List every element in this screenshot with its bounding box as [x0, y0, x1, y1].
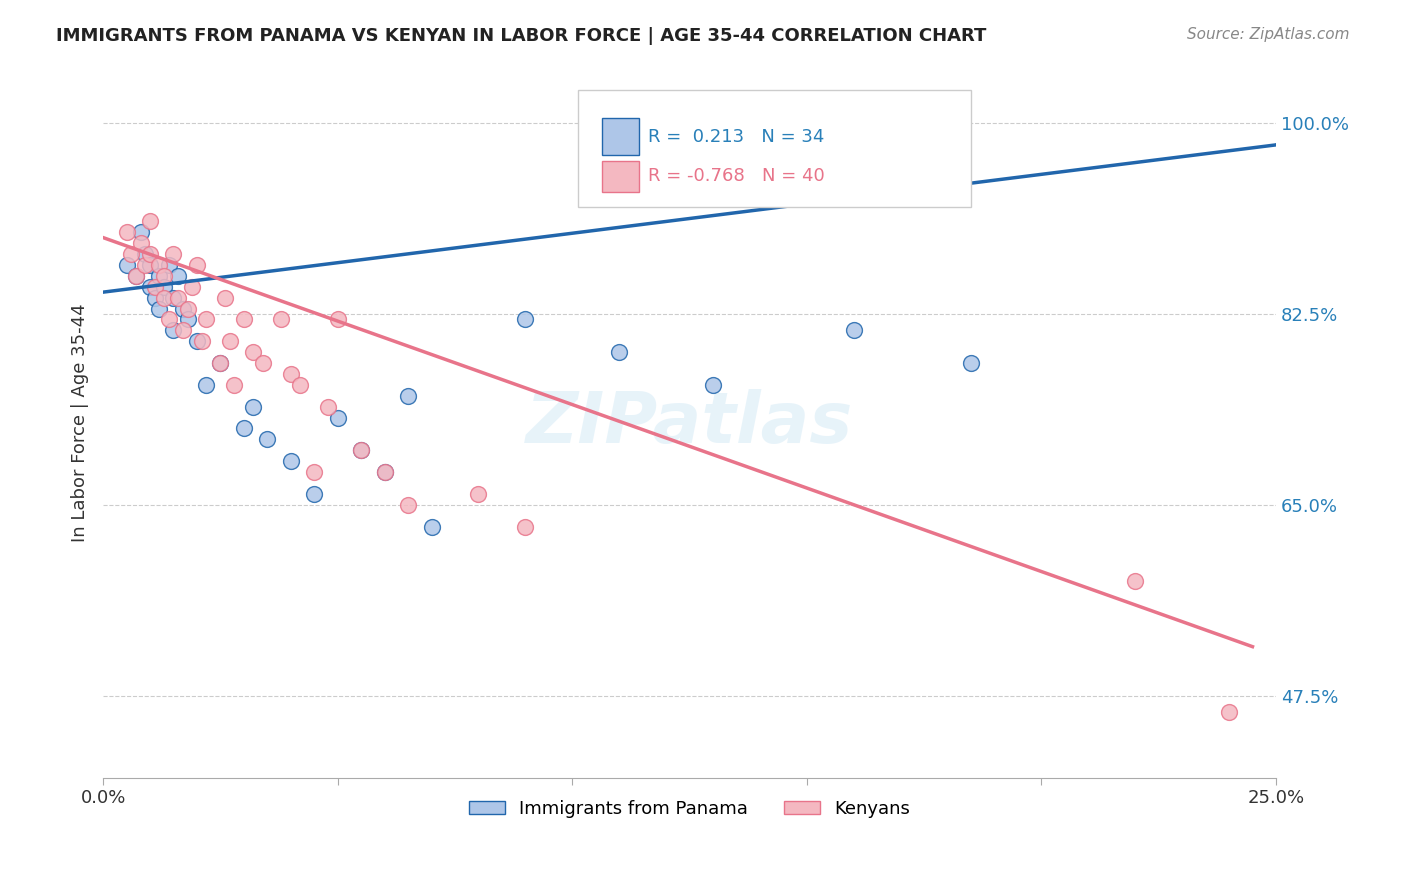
Point	[396, 389, 419, 403]
FancyBboxPatch shape	[602, 161, 640, 192]
Point	[280, 367, 302, 381]
Point	[252, 356, 274, 370]
Point	[607, 345, 630, 359]
Point	[209, 356, 232, 370]
Point	[167, 268, 190, 283]
FancyBboxPatch shape	[602, 118, 640, 155]
Point	[139, 214, 162, 228]
Text: Source: ZipAtlas.com: Source: ZipAtlas.com	[1187, 27, 1350, 42]
Point	[181, 279, 204, 293]
Point	[115, 258, 138, 272]
Point	[302, 465, 325, 479]
Point	[139, 279, 162, 293]
Point	[153, 291, 176, 305]
Point	[302, 487, 325, 501]
Point	[374, 465, 396, 479]
Point	[153, 268, 176, 283]
Point	[256, 433, 278, 447]
Point	[842, 323, 865, 337]
Point	[214, 291, 236, 305]
Point	[467, 487, 489, 501]
Point	[172, 323, 194, 337]
Point	[960, 356, 983, 370]
Point	[224, 377, 246, 392]
Point	[1123, 574, 1146, 589]
Point	[326, 312, 349, 326]
Point	[148, 258, 170, 272]
Point	[702, 377, 724, 392]
Point	[515, 312, 537, 326]
Point	[153, 279, 176, 293]
Point	[157, 312, 180, 326]
Text: ZIPatlas: ZIPatlas	[526, 389, 853, 458]
Point	[125, 268, 148, 283]
Point	[134, 258, 156, 272]
Point	[129, 225, 152, 239]
Point	[350, 443, 373, 458]
Point	[176, 312, 198, 326]
Text: R = -0.768   N = 40: R = -0.768 N = 40	[648, 168, 825, 186]
Point	[186, 258, 208, 272]
Point	[326, 410, 349, 425]
Point	[162, 247, 184, 261]
Point	[120, 247, 142, 261]
Point	[139, 247, 162, 261]
Point	[157, 258, 180, 272]
Point	[176, 301, 198, 316]
Point	[318, 400, 340, 414]
Point	[134, 247, 156, 261]
Point	[125, 268, 148, 283]
Point	[195, 377, 218, 392]
Text: IMMIGRANTS FROM PANAMA VS KENYAN IN LABOR FORCE | AGE 35-44 CORRELATION CHART: IMMIGRANTS FROM PANAMA VS KENYAN IN LABO…	[56, 27, 987, 45]
Point	[280, 454, 302, 468]
Point	[1218, 705, 1240, 719]
Point	[288, 377, 311, 392]
Point	[167, 291, 190, 305]
Y-axis label: In Labor Force | Age 35-44: In Labor Force | Age 35-44	[72, 304, 89, 542]
Point	[143, 291, 166, 305]
Point	[242, 345, 264, 359]
Point	[162, 323, 184, 337]
Point	[350, 443, 373, 458]
Point	[232, 312, 254, 326]
Point	[515, 519, 537, 533]
Point	[232, 421, 254, 435]
Point	[129, 235, 152, 250]
Point	[172, 301, 194, 316]
Point	[148, 301, 170, 316]
Text: R =  0.213   N = 34: R = 0.213 N = 34	[648, 128, 825, 145]
Point	[115, 225, 138, 239]
Point	[190, 334, 212, 349]
Point	[148, 268, 170, 283]
FancyBboxPatch shape	[578, 90, 972, 207]
Point	[186, 334, 208, 349]
Legend: Immigrants from Panama, Kenyans: Immigrants from Panama, Kenyans	[461, 793, 918, 825]
Point	[242, 400, 264, 414]
Point	[162, 291, 184, 305]
Point	[396, 498, 419, 512]
Point	[218, 334, 240, 349]
Point	[195, 312, 218, 326]
Point	[420, 519, 443, 533]
Point	[209, 356, 232, 370]
Point	[139, 258, 162, 272]
Point	[143, 279, 166, 293]
Point	[270, 312, 292, 326]
Point	[374, 465, 396, 479]
